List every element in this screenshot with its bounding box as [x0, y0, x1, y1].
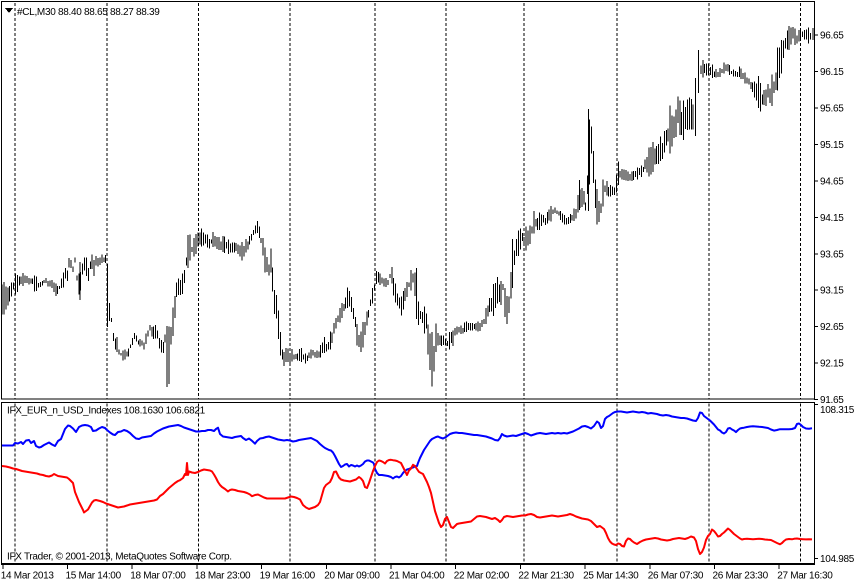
svg-text:108.3157: 108.3157	[820, 405, 854, 416]
svg-text:25 Mar 14:30: 25 Mar 14:30	[583, 571, 639, 582]
svg-text:95.15: 95.15	[820, 140, 844, 151]
svg-text:21 Mar 04:00: 21 Mar 04:00	[389, 571, 445, 582]
svg-text:27 Mar 16:30: 27 Mar 16:30	[777, 571, 833, 582]
svg-text:95.65: 95.65	[820, 104, 844, 115]
svg-text:14 Mar 2013: 14 Mar 2013	[1, 571, 55, 582]
svg-text:93.15: 93.15	[820, 286, 844, 297]
svg-text:96.65: 96.65	[820, 31, 844, 42]
svg-text:19 Mar 16:00: 19 Mar 16:00	[260, 571, 316, 582]
svg-text:91.65: 91.65	[820, 395, 844, 406]
svg-text:IFX_EUR_n_USD_Indexes 108.1630: IFX_EUR_n_USD_Indexes 108.1630 106.6821	[7, 406, 206, 417]
svg-text:22 Mar 21:30: 22 Mar 21:30	[518, 571, 574, 582]
svg-text:22 Mar 02:00: 22 Mar 02:00	[454, 571, 510, 582]
svg-text:93.65: 93.65	[820, 249, 844, 260]
svg-text:26 Mar 23:30: 26 Mar 23:30	[713, 571, 769, 582]
svg-text:#CL,M30 88.40 88.65 88.27 88.: #CL,M30 88.40 88.65 88.27 88.39	[17, 7, 160, 18]
svg-text:92.15: 92.15	[820, 359, 844, 370]
svg-text:94.15: 94.15	[820, 213, 844, 224]
svg-text:18 Mar 23:00: 18 Mar 23:00	[195, 571, 251, 582]
svg-text:26 Mar 07:30: 26 Mar 07:30	[648, 571, 704, 582]
svg-text:96.15: 96.15	[820, 67, 844, 78]
svg-text:92.65: 92.65	[820, 322, 844, 333]
svg-text:94.65: 94.65	[820, 176, 844, 187]
svg-text:18 Mar 07:00: 18 Mar 07:00	[130, 571, 186, 582]
svg-text:IFX Trader, © 2001-2013, MetaQ: IFX Trader, © 2001-2013, MetaQuotes Soft…	[7, 552, 232, 563]
svg-text:20 Mar 09:00: 20 Mar 09:00	[324, 571, 380, 582]
svg-text:15 Mar 14:00: 15 Mar 14:00	[66, 571, 122, 582]
svg-text:104.9852: 104.9852	[820, 554, 854, 565]
